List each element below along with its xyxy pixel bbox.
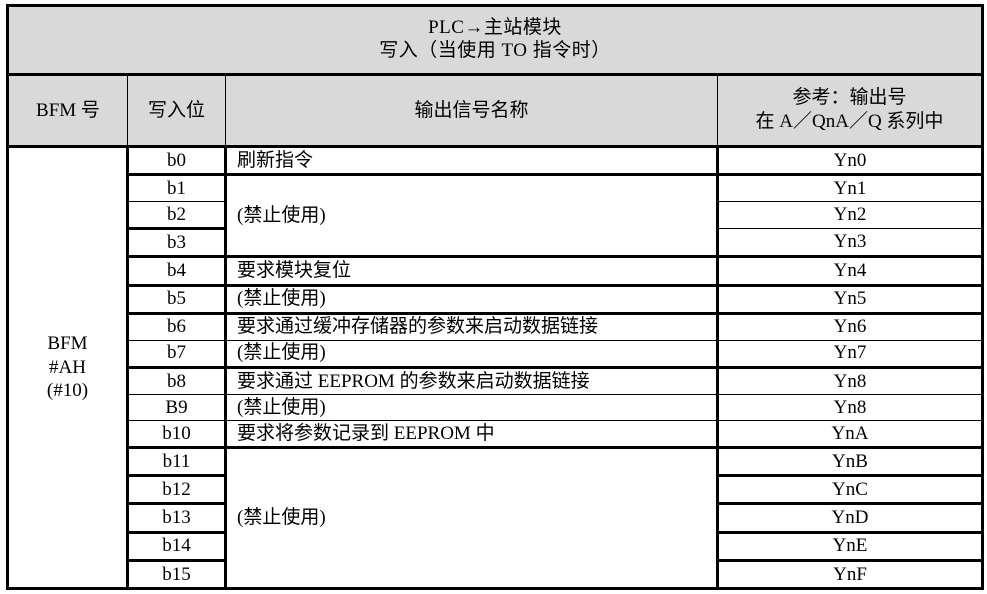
output-cell-b8: Yn8: [717, 366, 983, 396]
table-row: b14 YnE: [8, 531, 983, 562]
table-column-header-row: BFM 号 写入位 输出信号名称 参考：输出号 在 A／QnA／Q 系列中: [7, 72, 983, 148]
signal-cell-b4: 要求模块复位: [225, 256, 719, 287]
output-cell-b9: Yn8: [717, 393, 983, 422]
table-row: b7 (禁止使用) Yn7: [8, 339, 983, 369]
bit-cell-b8: b8: [127, 366, 227, 396]
signal-cell-b11-b15-forbidden: (禁止使用): [225, 447, 719, 589]
output-cell-b15: YnF: [717, 559, 983, 590]
signal-cell-b1-b3-forbidden: (禁止使用): [225, 174, 719, 259]
table-title-line-2: 写入（当使用 TO 指令时）: [379, 40, 611, 62]
bit-cell-b0: b0: [127, 145, 227, 177]
table-row: b1 (禁止使用) Yn1: [8, 174, 983, 259]
bit-cell-b13: b13: [127, 503, 227, 534]
bit-cell-b12: b12: [127, 475, 227, 506]
output-cell-b4: Yn4: [717, 256, 983, 287]
output-cell-b3: Yn3: [717, 228, 983, 259]
bit-cell-b15: b15: [127, 559, 227, 590]
table-row: b5 (禁止使用) Yn5: [8, 284, 983, 315]
signal-cell-b0: 刷新指令: [225, 145, 719, 177]
table-row: b10 要求将参数记录到 EEPROM 中 YnA: [8, 420, 983, 450]
bit-cell-b5: b5: [127, 284, 227, 315]
column-header-reference-sub: 在 A／QnA／Q 系列中: [755, 111, 944, 133]
signal-cell-b5: (禁止使用): [225, 284, 719, 315]
bit-cell-b3: b3: [127, 228, 227, 259]
output-cell-b12: YnC: [717, 475, 983, 506]
table-row: b15 YnF: [8, 559, 983, 590]
bit-cell-b4: b4: [127, 256, 227, 287]
output-cell-b6: Yn6: [717, 312, 983, 341]
bit-cell-b9: B9: [127, 393, 227, 422]
table-row: b2 Yn2: [8, 201, 983, 231]
bfm-number-cell: BFM #AH (#10): [7, 145, 129, 590]
bit-cell-b2: b2: [127, 201, 227, 231]
bit-cell-b1: b1: [127, 174, 227, 203]
bfm-number-line-1: BFM: [47, 332, 88, 354]
bit-cell-b11: b11: [127, 447, 227, 478]
table-row: b11 (禁止使用) YnB: [8, 447, 983, 589]
column-header-write-bit: 写入位: [127, 72, 226, 148]
table-title-row: PLC→主站模块 写入（当使用 TO 指令时）: [7, 5, 983, 76]
table-row: b13 YnD: [8, 503, 983, 534]
bit-cell-b6: b6: [127, 312, 227, 341]
table-row: BFM #AH (#10) b0 刷新指令 Yn0: [7, 145, 983, 590]
table-row: b6 要求通过缓冲存储器的参数来启动数据链接 Yn6: [8, 312, 983, 341]
table-row: b8 要求通过 EEPROM 的参数来启动数据链接 Yn8: [8, 366, 983, 396]
output-cell-b10: YnA: [717, 420, 983, 450]
output-cell-b2: Yn2: [717, 201, 983, 230]
signal-cell-b6: 要求通过缓冲存储器的参数来启动数据链接: [225, 312, 719, 341]
output-cell-b13: YnD: [717, 503, 983, 534]
column-header-bfm: BFM 号: [7, 72, 128, 148]
bit-cell-b14: b14: [127, 531, 227, 562]
bit-cell-b7: b7: [127, 339, 227, 369]
table-row: b4 要求模块复位 Yn4: [8, 256, 983, 287]
bfm-number-line-2: #AH: [49, 356, 86, 378]
output-cell-b11: YnB: [717, 447, 983, 478]
signal-cell-b10: 要求将参数记录到 EEPROM 中: [225, 420, 719, 450]
output-cell-b0: Yn0: [717, 145, 983, 177]
table-title-cell: PLC→主站模块 写入（当使用 TO 指令时）: [7, 5, 983, 76]
plc-bfm-write-table: PLC→主站模块 写入（当使用 TO 指令时） BFM 号 写入位 输出信号名称…: [6, 4, 984, 590]
column-header-signal-name: 输出信号名称: [225, 72, 718, 148]
bit-cell-b10: b10: [127, 420, 227, 450]
output-cell-b7: Yn7: [717, 339, 983, 369]
column-header-reference-main: 参考：输出号: [792, 86, 907, 108]
signal-cell-b9: (禁止使用): [225, 393, 719, 422]
bfm-number-line-3: (#10): [46, 380, 89, 402]
table-row: b12 YnC: [8, 475, 983, 506]
column-header-reference-output: 参考：输出号 在 A／QnA／Q 系列中: [717, 72, 983, 148]
table-row: B9 (禁止使用) Yn8: [8, 393, 983, 422]
output-cell-b14: YnE: [717, 531, 983, 562]
signal-cell-b7: (禁止使用): [225, 339, 719, 369]
output-cell-b1: Yn1: [717, 174, 983, 203]
signal-cell-b8: 要求通过 EEPROM 的参数来启动数据链接: [225, 366, 719, 396]
table-title-line-1: PLC→主站模块: [428, 16, 562, 38]
plc-bfm-table-container: PLC→主站模块 写入（当使用 TO 指令时） BFM 号 写入位 输出信号名称…: [6, 4, 984, 590]
output-cell-b5: Yn5: [717, 284, 983, 315]
table-row: b3 Yn3: [8, 228, 983, 259]
